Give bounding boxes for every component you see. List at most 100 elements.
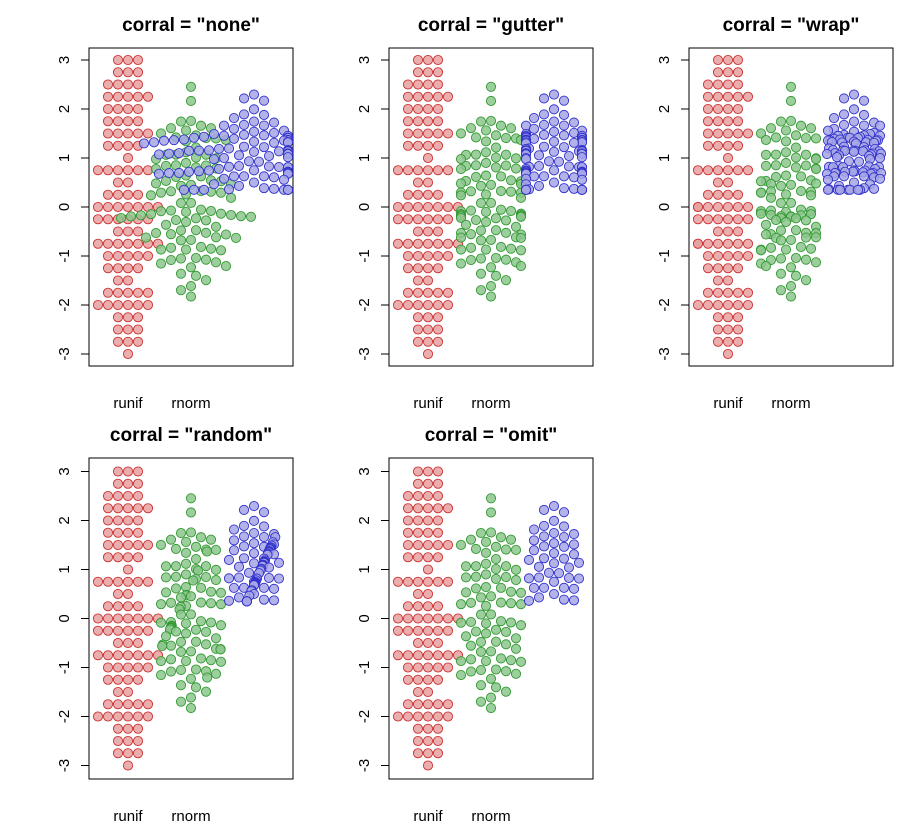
point-runif	[702, 103, 714, 115]
point-runif	[722, 189, 734, 200]
point-runif	[122, 103, 134, 115]
point-runif	[412, 552, 424, 563]
point-rnorm	[800, 132, 812, 144]
point-rnorm	[145, 209, 157, 220]
point-rnorm	[195, 597, 207, 608]
point-rnorm1	[238, 119, 250, 130]
point-rnorm1	[558, 171, 570, 182]
point-rnorm	[190, 554, 202, 565]
point-rnorm	[480, 536, 492, 548]
point-runif	[402, 527, 414, 538]
point-rnorm1	[831, 152, 843, 163]
point-rnorm	[500, 571, 512, 583]
point-runif	[132, 503, 144, 514]
point-runif	[122, 735, 134, 747]
point-rnorm	[510, 153, 522, 164]
point-rnorm	[760, 160, 772, 171]
point-runif	[102, 662, 114, 673]
point-rnorm	[175, 225, 187, 236]
point-runif	[122, 348, 134, 360]
point-runif	[432, 539, 444, 551]
point-runif	[112, 503, 124, 514]
y-tick-label: 3	[56, 56, 73, 64]
point-rnorm	[165, 654, 177, 665]
point-runif	[112, 735, 124, 747]
point-runif	[132, 299, 144, 311]
point-rnorm1	[228, 113, 240, 124]
y-tick-label: -3	[356, 347, 373, 360]
point-runif	[412, 91, 424, 102]
point-rnorm	[455, 232, 467, 243]
point-runif	[422, 287, 434, 298]
point-runif	[422, 299, 434, 311]
point-runif	[722, 128, 734, 139]
point-rnorm1	[243, 567, 255, 578]
point-rnorm	[155, 187, 167, 198]
point-rnorm	[455, 244, 467, 255]
point-runif	[92, 201, 104, 213]
point-runif	[722, 152, 734, 164]
point-runif	[132, 662, 144, 673]
point-rnorm	[210, 575, 222, 586]
point-runif	[112, 637, 124, 649]
point-rnorm1	[538, 541, 550, 552]
point-rnorm1	[822, 174, 834, 185]
point-rnorm	[500, 666, 512, 677]
point-runif	[112, 140, 124, 151]
point-rnorm1	[528, 123, 540, 134]
point-rnorm	[485, 673, 497, 684]
point-rnorm	[810, 257, 822, 268]
point-rnorm	[175, 609, 187, 620]
point-runif	[722, 275, 734, 286]
point-rnorm	[475, 592, 487, 603]
point-runif	[432, 625, 444, 636]
point-runif	[122, 748, 134, 759]
point-rnorm1	[838, 93, 850, 104]
point-runif	[722, 336, 734, 347]
point-runif	[422, 140, 434, 151]
point-runif	[412, 601, 424, 612]
point-rnorm1	[538, 109, 550, 120]
point-rnorm1	[538, 504, 550, 516]
point-rnorm	[455, 599, 467, 610]
point-runif	[402, 539, 414, 551]
point-rnorm1	[858, 95, 870, 106]
point-runif	[732, 312, 744, 323]
point-rnorm1	[213, 143, 225, 154]
y-tick-label: 0	[56, 614, 73, 622]
point-rnorm	[475, 528, 487, 539]
point-rnorm1	[168, 135, 180, 146]
point-rnorm	[465, 123, 477, 134]
point-runif	[112, 515, 124, 526]
point-rnorm1	[238, 520, 250, 531]
point-runif	[112, 299, 124, 311]
point-rnorm1	[233, 180, 245, 191]
point-runif	[422, 152, 434, 164]
point-rnorm	[480, 656, 492, 667]
point-runif	[432, 478, 444, 489]
point-runif	[442, 287, 454, 298]
y-tick-label: -2	[656, 298, 673, 311]
point-runif	[432, 299, 444, 311]
point-rnorm	[795, 171, 807, 182]
point-runif	[122, 67, 134, 78]
point-rnorm1	[243, 156, 255, 167]
point-runif	[132, 312, 144, 323]
point-runif	[112, 128, 124, 139]
point-rnorm	[157, 640, 168, 652]
point-rnorm	[780, 244, 792, 255]
y-tick-label: -2	[56, 710, 73, 723]
point-rnorm1	[208, 128, 220, 140]
point-runif	[102, 116, 114, 127]
point-runif	[122, 711, 134, 722]
y-tick-label: -2	[356, 298, 373, 311]
point-runif	[132, 128, 144, 139]
point-runif	[702, 238, 714, 249]
point-runif	[442, 250, 454, 262]
point-rnorm1	[273, 573, 285, 584]
point-rnorm	[185, 527, 197, 538]
point-runif	[142, 503, 154, 514]
point-runif	[112, 79, 124, 90]
point-runif	[712, 177, 724, 188]
point-runif	[702, 263, 714, 274]
